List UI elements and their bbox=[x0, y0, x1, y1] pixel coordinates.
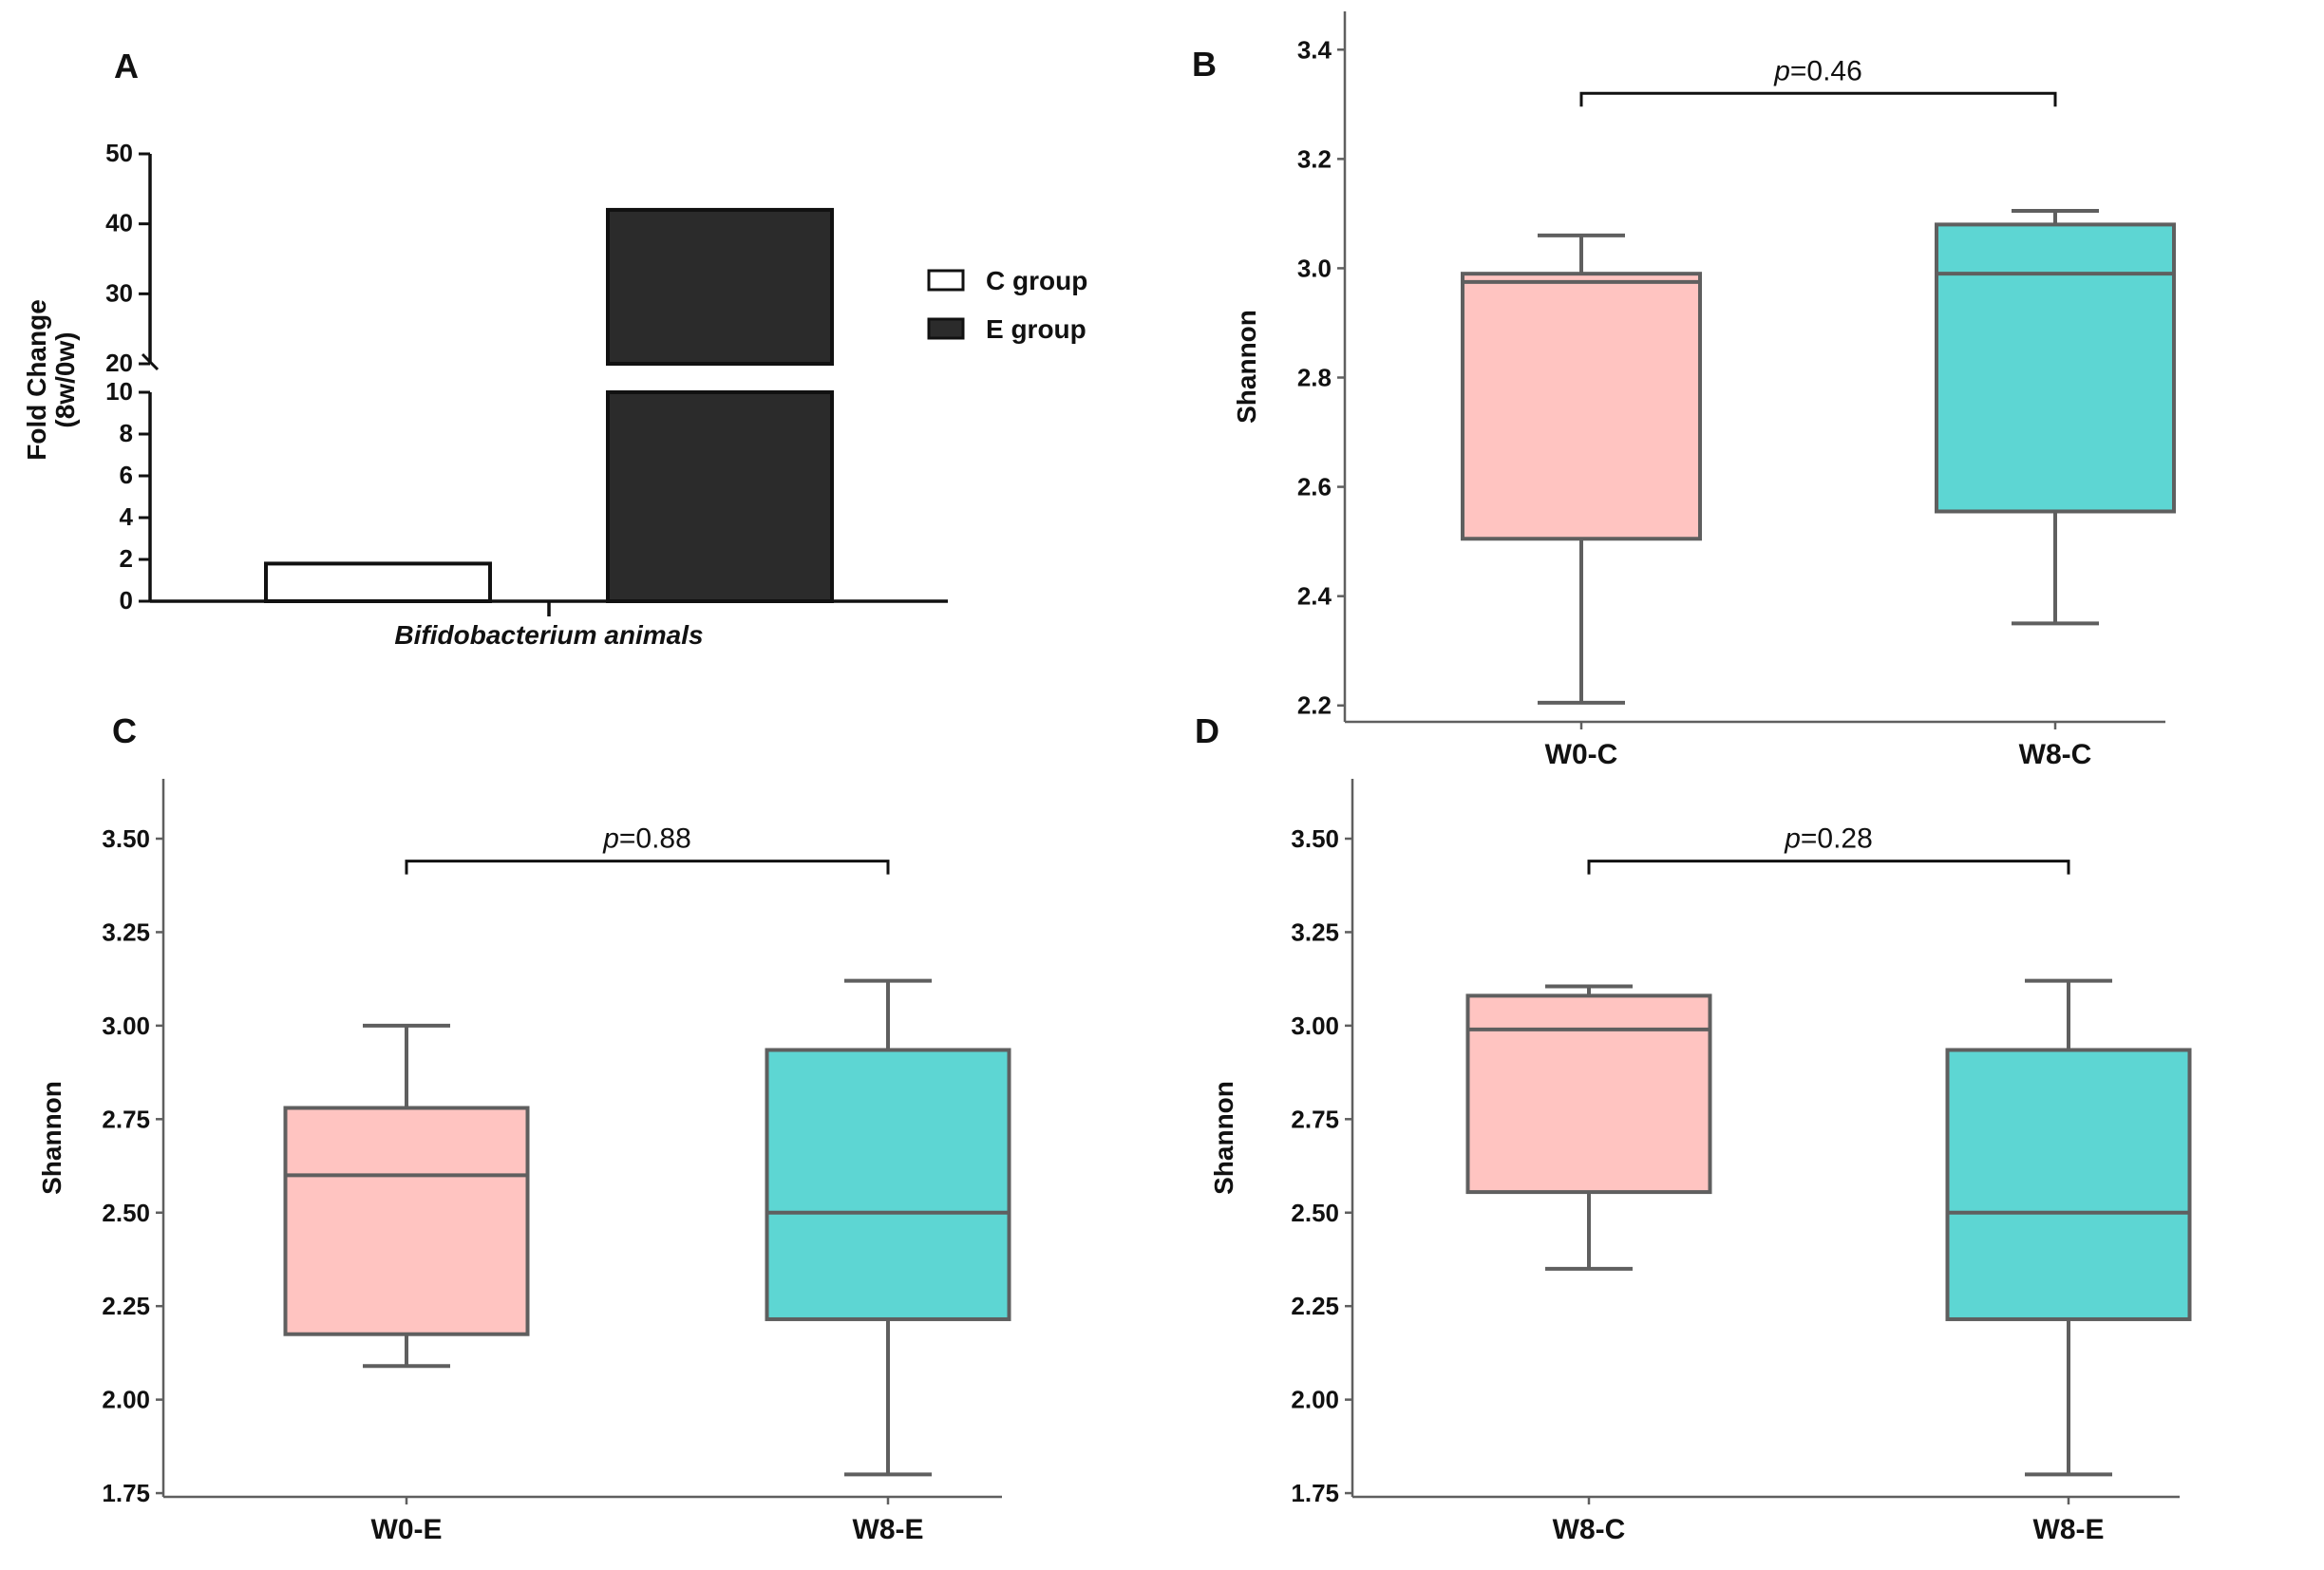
y-tick-label: 3.50 bbox=[102, 824, 150, 853]
panel-letter: B bbox=[1192, 45, 1217, 84]
p-value-label: p=0.88 bbox=[602, 823, 691, 855]
bar bbox=[264, 561, 492, 604]
y-tick-label: 3.25 bbox=[102, 917, 150, 946]
significance-bracket bbox=[1579, 91, 2057, 107]
p-value: =0.28 bbox=[1801, 823, 1873, 855]
y-axis-label: Fold Change bbox=[22, 299, 51, 461]
box bbox=[283, 1106, 530, 1336]
x-axis-label: Bifidobacterium animals bbox=[394, 620, 703, 650]
chart-panel-d: D Shannon 1.75 2.00 2.25 2.50 2.75 3.00 3.25 3.50… bbox=[1195, 711, 2192, 1545]
y-axis-label-unit: (8w/0w) bbox=[50, 331, 80, 427]
legend-label-e: E group bbox=[986, 314, 1086, 344]
legend-swatch-c bbox=[927, 269, 965, 292]
y-tick-label: 2.75 bbox=[1291, 1105, 1339, 1133]
box bbox=[1465, 993, 1712, 1195]
x-category-label: W8-C bbox=[1553, 1514, 1626, 1545]
chart-panel-c: C Shannon 1.75 2.00 2.25 2.50 2.75 3.00 3.25 3.50… bbox=[37, 711, 1011, 1545]
x-category-label: W0-C bbox=[1545, 739, 1618, 770]
box bbox=[1461, 272, 1702, 541]
y-tick-label: 2.00 bbox=[1291, 1386, 1339, 1414]
y-tick-label: 2.4 bbox=[1297, 582, 1332, 611]
y-tick-label: 2.8 bbox=[1297, 364, 1332, 392]
y-tick-label: 0 bbox=[120, 586, 133, 615]
box bbox=[1935, 222, 2176, 514]
y-tick-label: 3.0 bbox=[1297, 254, 1332, 282]
y-axis-label: Shannon bbox=[37, 1081, 66, 1195]
y-axis-title: Shannon bbox=[1209, 1081, 1238, 1195]
bars bbox=[264, 207, 834, 604]
significance-bracket bbox=[1587, 860, 2070, 875]
y-tick-label: 40 bbox=[105, 209, 133, 237]
y-tick-label: 2.50 bbox=[102, 1199, 150, 1227]
x-category-label: W0-E bbox=[371, 1514, 443, 1545]
y-tick-label: 2 bbox=[120, 544, 133, 573]
p-value-label: p=0.46 bbox=[1773, 55, 1862, 86]
y-tick-label: 2.2 bbox=[1297, 691, 1332, 720]
y-tick-label: 2.25 bbox=[1291, 1292, 1339, 1320]
x-category-label: W8-E bbox=[2033, 1514, 2105, 1545]
p-value: =0.46 bbox=[1790, 55, 1862, 86]
p-symbol: p bbox=[1773, 55, 1790, 86]
y-axis-title: Shannon bbox=[37, 1081, 66, 1195]
bar-upper-segment bbox=[606, 207, 834, 366]
y-tick-label: 1.75 bbox=[1291, 1479, 1339, 1507]
x-category-label: W8-E bbox=[853, 1514, 924, 1545]
y-axis-title: Fold Change (8w/0w) bbox=[22, 299, 80, 461]
panel-letter: D bbox=[1195, 711, 1219, 750]
legend-label-c: C group bbox=[986, 266, 1087, 295]
panel-letter: C bbox=[112, 711, 137, 750]
significance-bracket bbox=[405, 860, 890, 875]
y-tick-label: 3.00 bbox=[102, 1012, 150, 1040]
p-value-label: p=0.28 bbox=[1784, 823, 1873, 855]
p-symbol: p bbox=[1784, 823, 1801, 855]
y-tick-label: 4 bbox=[120, 502, 134, 531]
y-tick-label: 6 bbox=[120, 461, 133, 489]
y-tick-label: 2.00 bbox=[102, 1386, 150, 1414]
y-tick-label: 2.25 bbox=[102, 1292, 150, 1320]
y-axis-label: Shannon bbox=[1209, 1081, 1238, 1195]
box bbox=[1945, 1048, 2192, 1321]
y-tick-label: 3.50 bbox=[1291, 824, 1339, 853]
y-tick-label: 1.75 bbox=[102, 1479, 150, 1507]
y-tick-label: 8 bbox=[120, 419, 133, 447]
y-axis-label: Shannon bbox=[1232, 310, 1261, 424]
y-tick-label: 3.00 bbox=[1291, 1012, 1339, 1040]
y-tick-label: 3.25 bbox=[1291, 917, 1339, 946]
box bbox=[765, 1048, 1011, 1321]
y-tick-label: 10 bbox=[105, 377, 133, 406]
legend-swatch-e bbox=[927, 317, 965, 340]
bar-lower-segment bbox=[606, 390, 834, 603]
legend: C group E group bbox=[927, 266, 1087, 344]
y-tick-label: 2.6 bbox=[1297, 473, 1332, 501]
y-tick-label: 30 bbox=[105, 278, 133, 307]
y-tick-label: 50 bbox=[105, 139, 133, 167]
y-tick-label: 3.4 bbox=[1297, 35, 1332, 64]
p-value: =0.88 bbox=[619, 823, 691, 855]
y-axis-title: Shannon bbox=[1232, 310, 1261, 424]
y-tick-label: 3.2 bbox=[1297, 144, 1332, 173]
y-tick-label: 20 bbox=[105, 349, 133, 377]
y-tick-label: 2.50 bbox=[1291, 1199, 1339, 1227]
x-category-label: W8-C bbox=[2019, 739, 2092, 770]
p-symbol: p bbox=[602, 823, 619, 855]
panel-letter: A bbox=[114, 47, 139, 85]
y-tick-label: 2.75 bbox=[102, 1105, 150, 1133]
axis-break-mark bbox=[141, 352, 160, 371]
chart-panel-b: B Shannon 2.2 2.4 2.6 2.8 3.0 3.2 3.4 W0-C W8-C p=0… bbox=[1192, 11, 2176, 770]
